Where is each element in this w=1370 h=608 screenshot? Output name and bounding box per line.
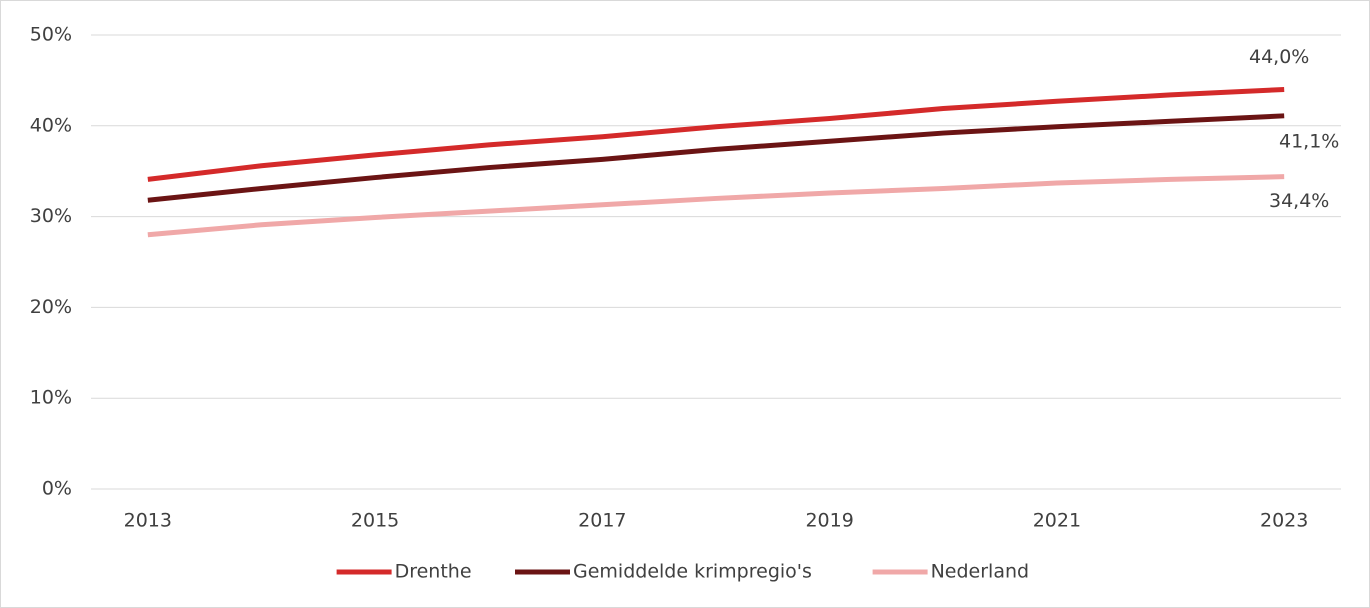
data-label: 41,1% — [1279, 130, 1339, 152]
y-tick-label: 20% — [30, 296, 72, 318]
series-line — [147, 113, 1285, 203]
y-tick-label: 30% — [30, 205, 72, 227]
x-tick-label: 2013 — [124, 510, 172, 532]
x-tick-label: 2023 — [1260, 510, 1308, 532]
legend-label: Gemiddelde krimpregio's — [573, 561, 812, 583]
data-label: 44,0% — [1249, 46, 1309, 68]
legend-label: Drenthe — [395, 561, 472, 583]
x-tick-label: 2015 — [351, 510, 399, 532]
y-tick-label: 40% — [30, 114, 72, 136]
y-tick-label: 0% — [42, 478, 72, 500]
series-line — [147, 86, 1285, 182]
y-tick-label: 50% — [30, 24, 72, 46]
legend-label: Nederland — [931, 561, 1030, 583]
x-tick-label: 2019 — [805, 510, 853, 532]
data-label: 34,4% — [1269, 190, 1329, 212]
y-tick-label: 10% — [30, 387, 72, 409]
x-tick-label: 2017 — [578, 510, 626, 532]
x-tick-label: 2021 — [1033, 510, 1081, 532]
series-line — [147, 174, 1285, 238]
